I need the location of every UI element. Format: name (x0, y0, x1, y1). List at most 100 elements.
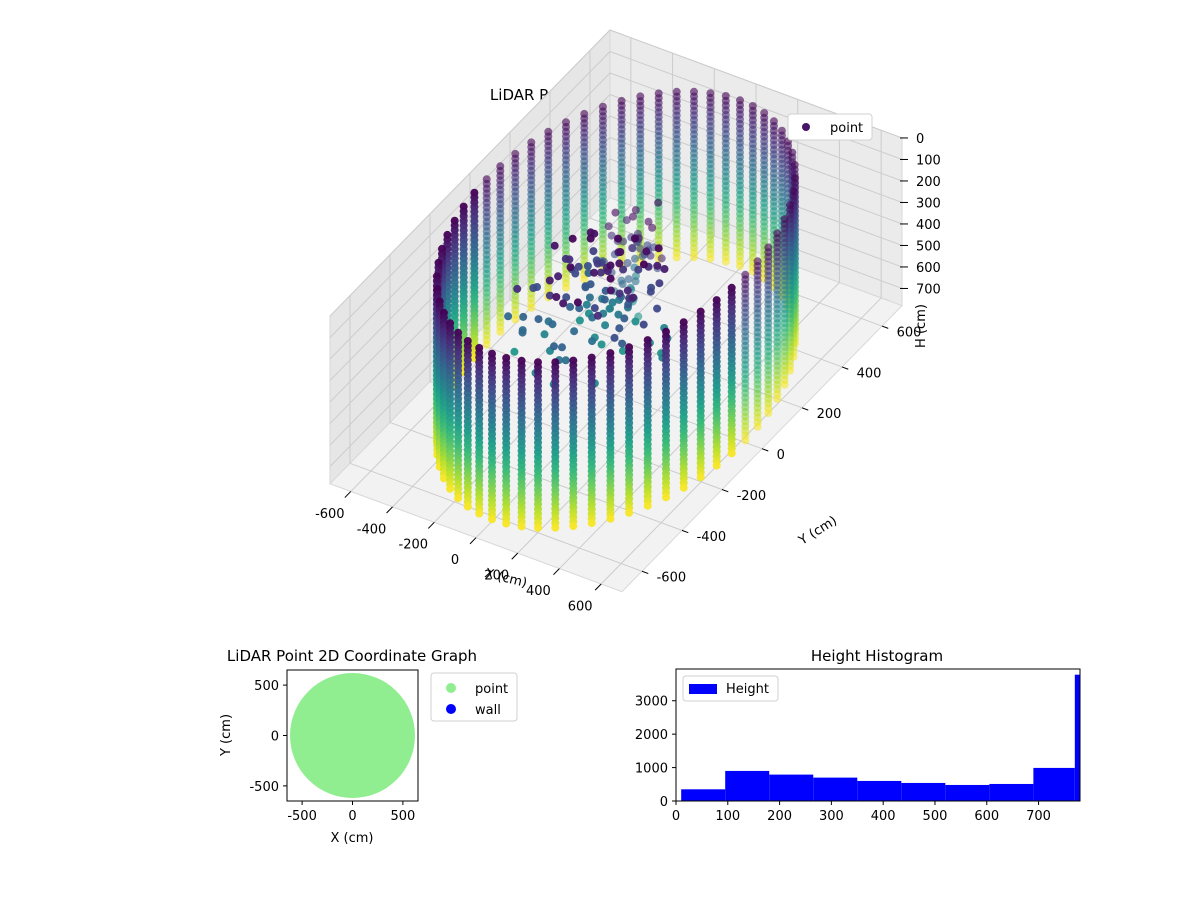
chart-histogram-legend-marker (689, 684, 717, 694)
chart-3d-points (432, 87, 800, 532)
point-3d (642, 247, 651, 256)
tick-label-z-3d: 100 (916, 153, 941, 168)
chart-histogram-plot: 0 100 200 300 400 500 600 700 0 1000 2000 3000 (635, 668, 1081, 824)
point-3d (611, 208, 620, 217)
point-3d (631, 206, 640, 215)
tick-label-y-hist: 1000 (635, 762, 668, 777)
tick-label-z-3d: 700 (916, 282, 941, 297)
point-3d (593, 259, 602, 268)
tick-label-x-hist: 500 (923, 809, 948, 824)
grid-left-h (329, 51, 611, 338)
tick-label-y-2d: 0 (271, 730, 279, 745)
point-3d (606, 286, 615, 295)
point-3d (606, 304, 614, 313)
point-3d (631, 277, 640, 286)
tick-label-x-2d: -500 (287, 809, 317, 824)
point-3d (566, 263, 575, 272)
chart-3d-legend-marker (802, 123, 810, 131)
hist-bar (989, 783, 1034, 801)
tick-x-3d (344, 491, 352, 498)
tick-y-3d (841, 366, 849, 370)
point-3d (527, 303, 536, 312)
point-3d (573, 298, 582, 307)
hist-bar (681, 789, 726, 801)
chart-2d-legend: point wall (430, 672, 518, 722)
point-3d (721, 257, 730, 266)
point-3d (571, 269, 580, 278)
point-3d (550, 241, 559, 250)
point-3d (439, 474, 448, 483)
point-3d (753, 422, 762, 431)
point-3d (583, 262, 592, 270)
tick-x-3d (386, 506, 393, 514)
tick-label-z-3d: 200 (916, 175, 941, 190)
point-3d (764, 409, 773, 417)
point-3d (672, 253, 681, 262)
tick-label-x-hist: 0 (672, 809, 680, 824)
point-3d (596, 268, 605, 277)
grid-floor-x (517, 266, 799, 554)
point-3d (662, 493, 670, 502)
tick-label-z-3d: 400 (916, 218, 941, 233)
point-3d (454, 494, 463, 503)
point-3d (534, 523, 542, 532)
point-3d (629, 293, 638, 302)
point-3d (586, 228, 595, 237)
point-3d (496, 327, 505, 336)
tick-label-y-3d: 600 (897, 325, 922, 340)
point-3d (618, 339, 627, 348)
chart-3d-legend-box (787, 113, 873, 141)
tick-x-3d (469, 537, 477, 545)
point-3d (519, 312, 528, 321)
chart-3d-zlabel: H (cm) (914, 304, 929, 348)
chart-histogram: Height Histogram 0 100 200 300 400 500 600 7000… (635, 647, 1081, 824)
point-3d (587, 519, 596, 528)
tick-label-x-hist: 300 (819, 809, 844, 824)
point-3d (593, 311, 602, 320)
point-3d (504, 312, 513, 321)
point-3d (581, 283, 590, 292)
hist-bar (769, 774, 814, 801)
point-3d (624, 275, 633, 284)
point-3d (623, 286, 632, 295)
point-3d (628, 244, 637, 252)
point-3d (550, 342, 558, 351)
point-3d (615, 259, 624, 268)
point-3d (517, 522, 526, 531)
point-3d (623, 259, 632, 267)
tick-label-y-3d: 0 (777, 448, 785, 463)
chart-3d-ticks: -600 -400 -200 0 200 400 600 -600 -400 -200 0 200 40… (315, 132, 941, 614)
point-3d (545, 276, 554, 285)
chart-2d-ylabel: Y (cm) (219, 714, 234, 757)
point-3d (569, 522, 578, 531)
point-3d (562, 293, 571, 302)
grid-left-h (329, 29, 611, 317)
point-3d (639, 260, 648, 269)
point-3d (773, 394, 782, 403)
point-3d (616, 248, 625, 256)
point-3d (657, 254, 666, 263)
hist-bar (857, 780, 902, 801)
point-3d (561, 356, 570, 365)
point-3d (643, 501, 652, 510)
chart-histogram-title: Height Histogram (811, 647, 943, 665)
point-3d (629, 212, 637, 221)
point-3d (630, 234, 639, 243)
point-3d (712, 461, 721, 470)
point-3d (463, 502, 472, 511)
tick-label-y-3d: -600 (657, 571, 687, 586)
point-3d (566, 302, 575, 311)
tick-x-3d (594, 583, 602, 591)
point-3d (653, 304, 662, 313)
tick-label-z-3d: 500 (916, 239, 941, 254)
point-3d (654, 244, 663, 253)
tick-label-y-hist: 2000 (635, 728, 668, 743)
hist-bar (1033, 767, 1075, 801)
tick-label-x-3d: -600 (315, 507, 345, 522)
chart-2d-plot: -500 0 500 -500 0 500 (249, 669, 419, 824)
point-3d (590, 268, 599, 277)
point-3d (614, 310, 623, 319)
point-3d (588, 337, 597, 346)
point-3d (597, 340, 606, 349)
point-3d (529, 284, 538, 292)
